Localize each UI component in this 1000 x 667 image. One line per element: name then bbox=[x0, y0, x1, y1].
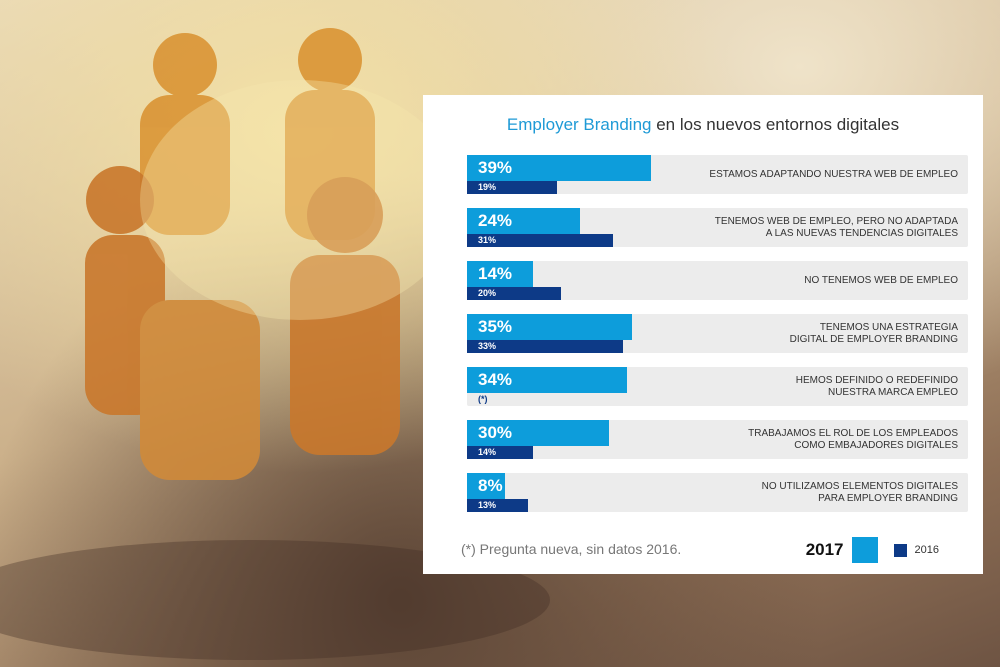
value-label-2017: 30% bbox=[478, 423, 513, 442]
footnote: (*) Pregunta nueva, sin datos 2016. bbox=[461, 541, 682, 557]
chart-title-highlight: Employer Branding bbox=[506, 115, 652, 134]
value-label-2016: 20% bbox=[478, 288, 497, 298]
bar-2016 bbox=[467, 499, 529, 512]
bar-2017 bbox=[467, 314, 633, 340]
category-label: TENEMOS UNA ESTRATEGIA DIGITAL DE EMPLOY… bbox=[789, 321, 958, 345]
bar-2016 bbox=[467, 181, 557, 194]
bar-2016 bbox=[467, 446, 534, 459]
value-label-2017: 34% bbox=[478, 370, 513, 389]
value-label-2016: 33% bbox=[478, 341, 497, 351]
bar-2017 bbox=[467, 261, 534, 287]
category-label: HEMOS DEFINIDO O REDEFINIDO NUESTRA MARC… bbox=[795, 374, 958, 398]
chart-title: Employer Branding en los nuevos entornos… bbox=[423, 115, 983, 135]
value-label-2017: 39% bbox=[478, 158, 513, 177]
bar-2016 bbox=[467, 340, 623, 353]
legend-swatch-2017 bbox=[851, 537, 878, 563]
value-label-2017: 8% bbox=[478, 476, 503, 495]
category-label: ESTAMOS ADAPTANDO NUESTRA WEB DE EMPLEO bbox=[709, 168, 958, 180]
value-label-2016: 13% bbox=[478, 500, 497, 510]
bar-row: 35% 33% TENEMOS UNA ESTRATEGIA DIGITAL DE … bbox=[467, 314, 968, 353]
value-label-2016: 19% bbox=[478, 182, 497, 192]
value-label-2017: 24% bbox=[478, 211, 513, 230]
bar-2017 bbox=[467, 155, 652, 181]
bar-2017 bbox=[467, 473, 505, 499]
value-label-2017: 14% bbox=[478, 264, 513, 283]
bar-row: 14% 20% NO TENEMOS WEB DE EMPLEO bbox=[467, 261, 968, 300]
category-label: NO UTILIZAMOS ELEMENTOS DIGITALES PARA E… bbox=[761, 480, 958, 504]
bar-row: 8% 13% NO UTILIZAMOS ELEMENTOS DIGITALES P… bbox=[467, 473, 968, 512]
category-label: NO TENEMOS WEB DE EMPLEO bbox=[804, 274, 958, 286]
legend-swatch-2016 bbox=[893, 543, 907, 557]
legend: 2017 2016 bbox=[806, 537, 939, 563]
value-label-2016: 31% bbox=[478, 235, 497, 245]
legend-label-2016: 2016 bbox=[914, 544, 939, 556]
bar-row: 34% (*) HEMOS DEFINIDO O REDEFINIDO NUESTR… bbox=[467, 367, 968, 406]
chart-title-rest: en los nuevos entornos digitales bbox=[651, 115, 900, 134]
value-label-2016: (*) bbox=[478, 394, 488, 404]
category-label: TRABAJAMOS EL ROL DE LOS EMPLEADOS COMO … bbox=[748, 427, 958, 451]
legend-label-2017: 2017 bbox=[805, 540, 844, 559]
bar-2017 bbox=[467, 420, 609, 446]
chart-panel: Employer Branding en los nuevos entornos… bbox=[423, 95, 983, 574]
bar-2017 bbox=[467, 208, 581, 234]
bar-2017 bbox=[467, 367, 628, 393]
category-label: TENEMOS WEB DE EMPLEO, PERO NO ADAPTADA … bbox=[714, 215, 958, 239]
bar-row: 24% 31% TENEMOS WEB DE EMPLEO, PERO NO ADA… bbox=[467, 208, 968, 247]
bar-row: 30% 14% TRABAJAMOS EL ROL DE LOS EMPLEADOS… bbox=[467, 420, 968, 459]
value-label-2016: 14% bbox=[478, 447, 497, 457]
bar-row: 39% 19% ESTAMOS ADAPTANDO NUESTRA WEB DE E… bbox=[467, 155, 968, 194]
bar-2016 bbox=[467, 287, 562, 300]
value-label-2017: 35% bbox=[478, 317, 513, 336]
bar-2016 bbox=[467, 234, 614, 247]
